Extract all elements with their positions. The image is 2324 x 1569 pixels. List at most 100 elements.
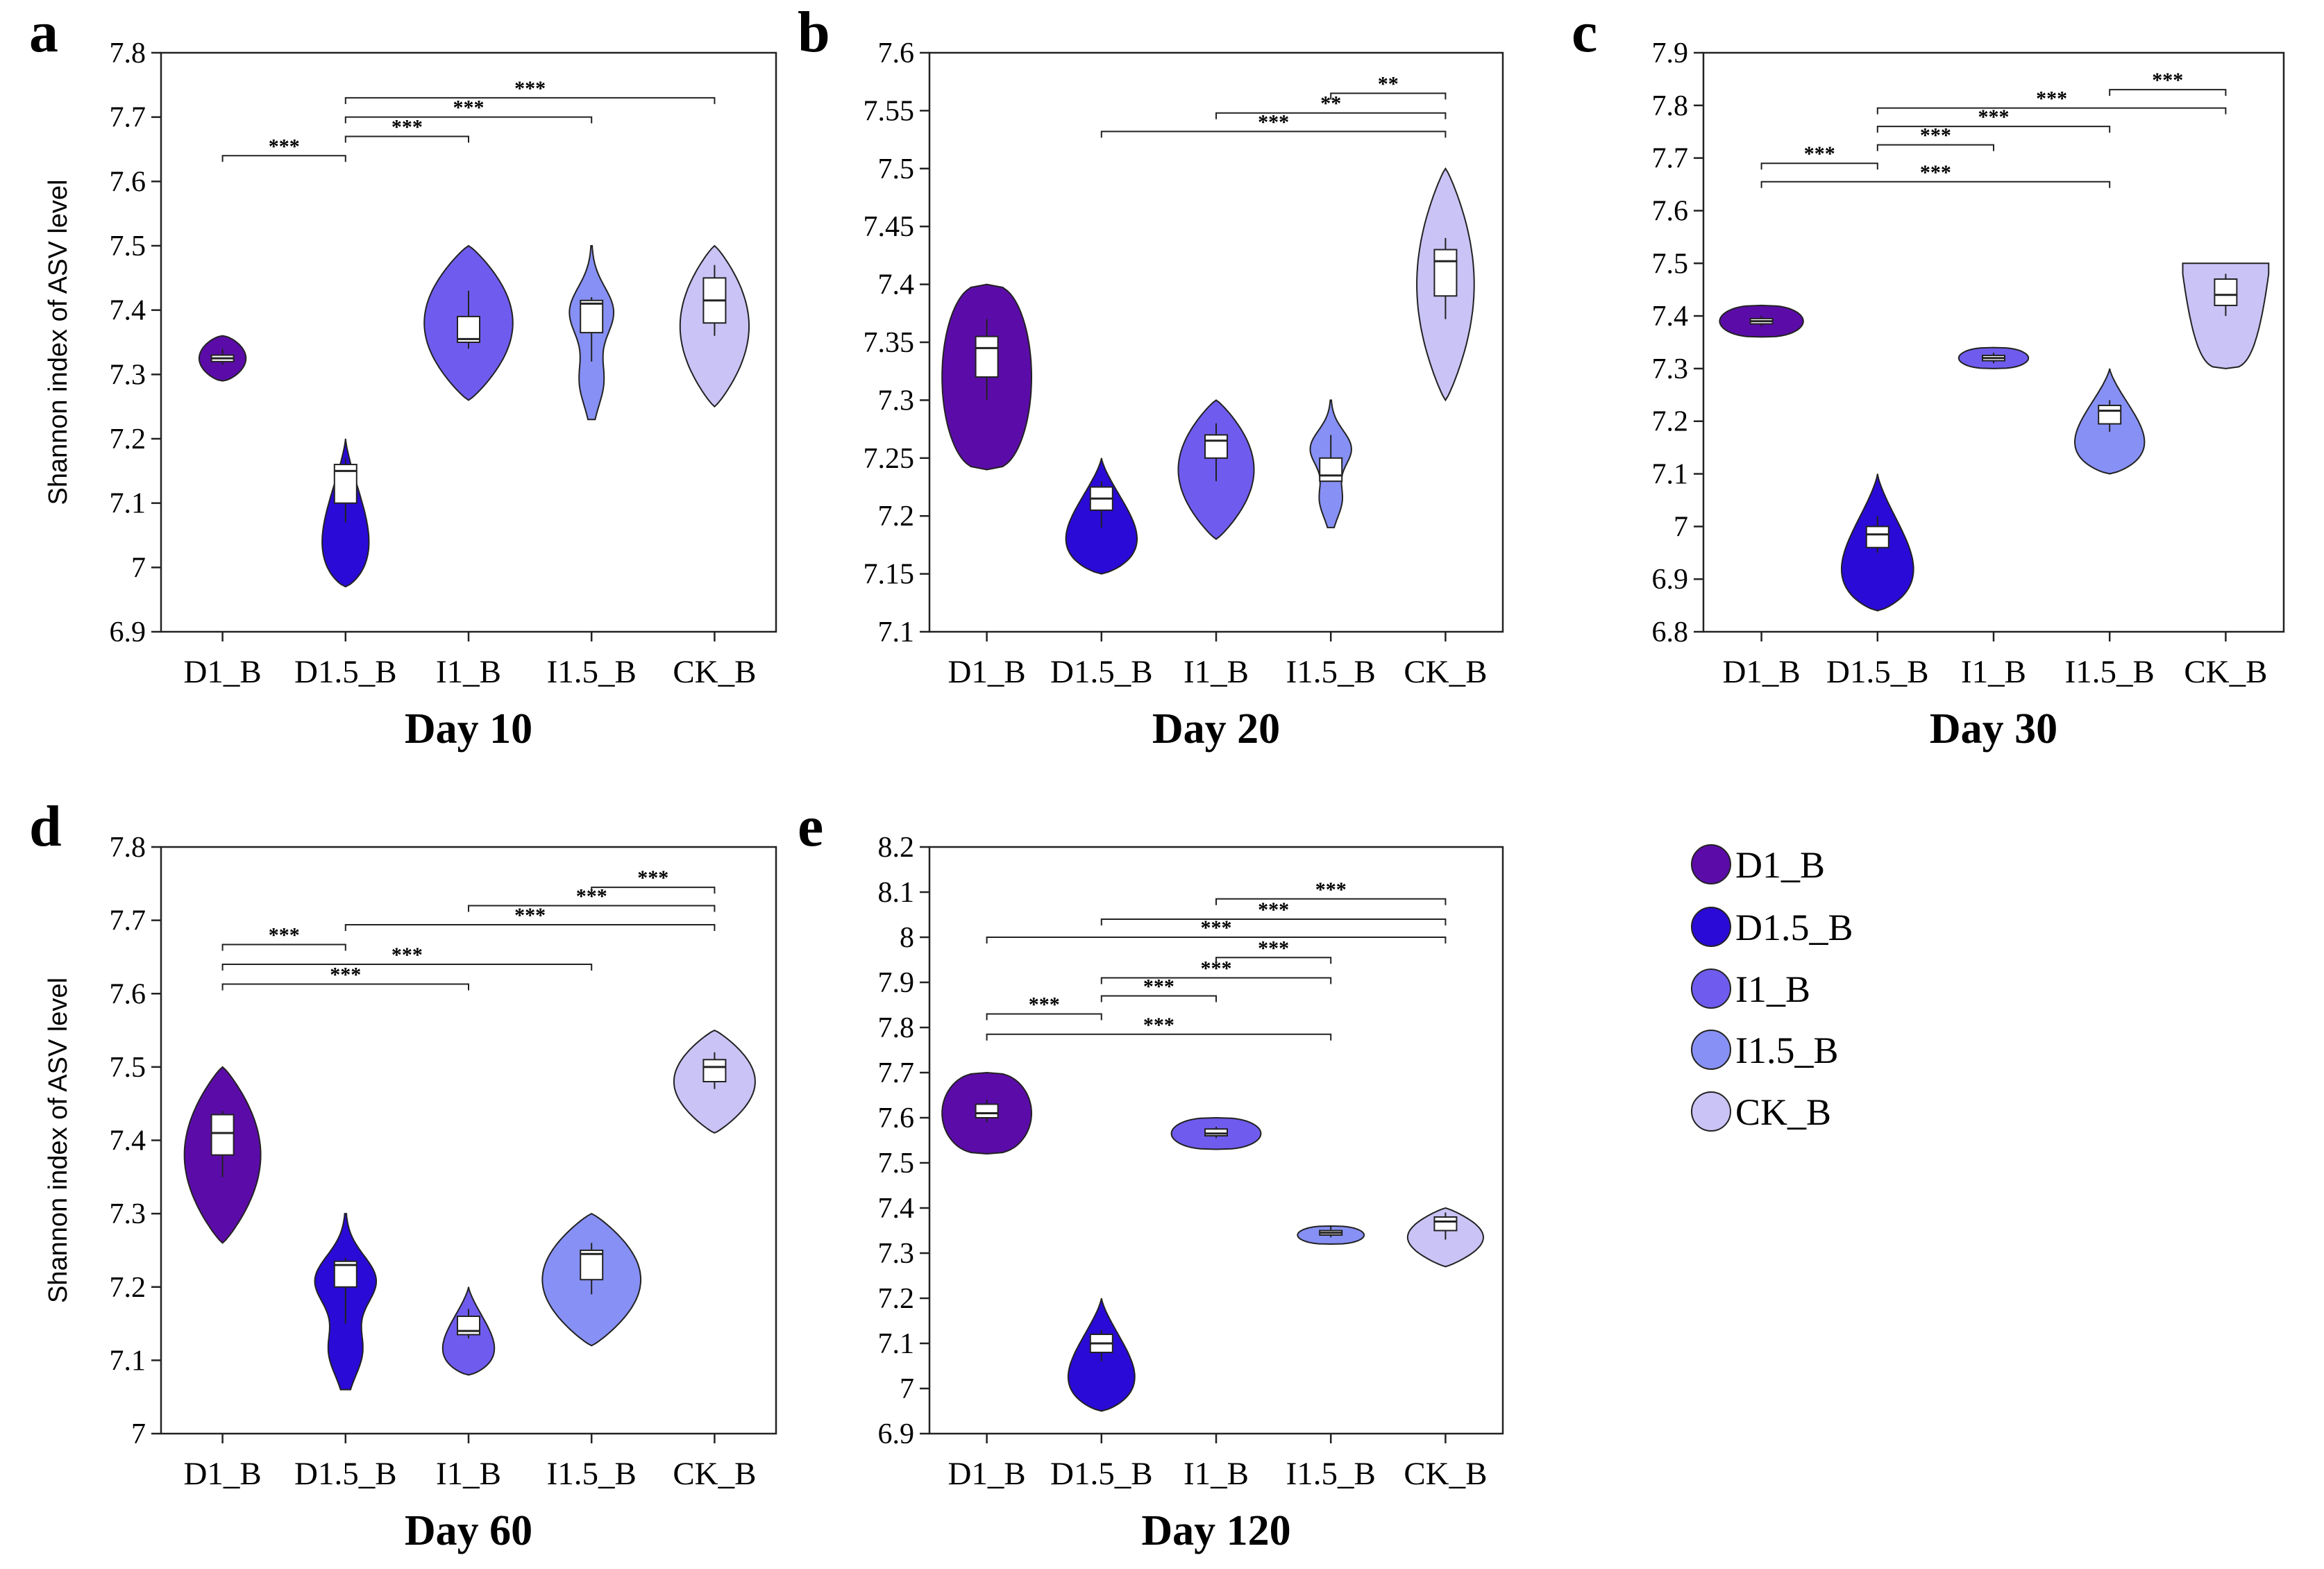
panel-d: d 7 7.1 7.2 7.3 7.4 7.5 7.6 7.7 7.8 D1_B D1.5_B I1_B… <box>29 794 777 1554</box>
legend-swatch <box>1691 1030 1731 1070</box>
y-tick-label: 7.8 <box>878 1012 915 1044</box>
y-tick-label: 7.3 <box>878 1238 915 1270</box>
significance-bracket: *** <box>1876 106 2111 133</box>
y-tick-label: 6.8 <box>1652 616 1689 648</box>
y-tick-label: 7.5 <box>1652 248 1689 280</box>
violin-D1.5_B <box>1841 473 1914 612</box>
bracket-line <box>2109 89 2227 97</box>
y-tick-label: 7.4 <box>110 1125 146 1157</box>
bracket-line <box>344 923 716 931</box>
x-tick-label: D1_B <box>1722 654 1800 690</box>
x-tick-label: I1.5_B <box>1286 1456 1376 1492</box>
panel-title: Day 120 <box>1141 1507 1290 1554</box>
significance-bracket: *** <box>344 115 469 143</box>
x-tick-label: CK_B <box>1404 1456 1487 1492</box>
box <box>1433 1216 1458 1232</box>
panel-b: b 7.1 7.15 7.2 7.25 7.3 7.35 7.4 7.45 7.5 7.55 7.6 D… <box>798 0 1504 753</box>
bracket-line <box>1100 131 1447 138</box>
bracket-line <box>344 135 469 143</box>
bracket-line <box>344 116 593 124</box>
y-tick-label: 7.9 <box>878 967 915 999</box>
y-tick-label: 7.3 <box>878 385 915 417</box>
significance-bracket: *** <box>1876 124 1994 151</box>
violin-CK_B <box>2182 262 2270 369</box>
legend-label: D1_B <box>1735 844 1825 886</box>
legend-label: I1_B <box>1735 968 1810 1010</box>
box <box>580 1249 604 1281</box>
y-tick-label: 7.1 <box>878 616 915 648</box>
violin-I1_B <box>441 1286 496 1376</box>
panel-title: Day 20 <box>1152 705 1280 753</box>
significance-label: *** <box>1258 937 1289 959</box>
legend-entry-d15: D1.5_B <box>1691 907 1853 948</box>
bracket-line <box>1100 918 1447 925</box>
y-tick-label: 8.2 <box>878 832 915 864</box>
y-tick-label: 7 <box>131 1418 146 1450</box>
panel-title: Day 60 <box>405 1507 532 1554</box>
violin-D1_B <box>198 335 247 382</box>
y-tick-label: 7 <box>900 1373 914 1405</box>
legend-swatch <box>1691 1091 1731 1132</box>
violin-D1_B <box>183 1066 262 1244</box>
y-tick-label: 7.3 <box>110 1198 146 1230</box>
y-tick-label: 7.2 <box>110 1272 146 1304</box>
violin-CK_B <box>1406 1207 1484 1268</box>
x-tick-label: D1.5_B <box>1826 654 1929 690</box>
y-tick-label: 7.2 <box>878 1283 915 1315</box>
x-tick-label: I1_B <box>1184 1456 1249 1492</box>
panel-letter: a <box>29 0 58 65</box>
significance-bracket: *** <box>591 866 716 894</box>
y-tick-label: 7.8 <box>1652 90 1689 122</box>
panel-letter: c <box>1572 0 1597 65</box>
significance-label: *** <box>1201 916 1232 939</box>
significance-bracket: *** <box>986 916 1447 943</box>
y-tick-label: 7.1 <box>878 1328 915 1360</box>
y-tick-label: 7.4 <box>110 295 146 327</box>
box <box>1319 457 1343 483</box>
box <box>975 1103 999 1118</box>
significance-label: *** <box>2152 69 2183 92</box>
x-tick-label: I1.5_B <box>547 654 637 690</box>
x-tick-label: I1_B <box>1184 654 1249 690</box>
legend-swatch <box>1691 907 1731 947</box>
significance-label: *** <box>1029 993 1060 1016</box>
significance-label: *** <box>391 115 423 138</box>
panel-e: e 6.9 7 7.1 7.2 7.3 7.4 7.5 7.6 7.7 7.8 7.9 8 8.1 8.2 D… <box>798 794 1504 1554</box>
y-tick-label: 7.2 <box>878 501 915 532</box>
bracket-line <box>221 964 593 971</box>
significance-bracket: *** <box>1215 878 1447 905</box>
legend-label: I1.5_B <box>1735 1030 1839 1071</box>
y-tick-label: 7.3 <box>1652 353 1689 385</box>
x-tick-label: D1_B <box>948 1456 1025 1492</box>
x-tick-label: CK_B <box>2184 654 2267 690</box>
y-tick-label: 7.3 <box>110 359 146 391</box>
y-tick-label: 7.6 <box>1652 195 1689 227</box>
violin-D1.5_B <box>314 1213 378 1391</box>
box <box>210 1114 235 1156</box>
significance-label: *** <box>1804 142 1835 165</box>
significance-bracket: *** <box>1100 975 1217 1002</box>
violin-I1.5_B <box>1309 399 1352 528</box>
violin-I1_B <box>423 244 514 401</box>
violin-CK_B <box>673 1029 756 1134</box>
significance-label: *** <box>1143 975 1174 998</box>
legend-label: CK_B <box>1735 1091 1831 1133</box>
significance-label: *** <box>514 77 546 100</box>
bracket-line <box>221 155 346 162</box>
box <box>580 299 604 334</box>
bracket-line <box>986 937 1447 943</box>
y-tick-label: 7.7 <box>110 102 146 134</box>
y-tick-label: 6.9 <box>110 616 146 648</box>
bracket-line <box>344 97 716 104</box>
y-tick-label: 7.6 <box>110 978 146 1010</box>
x-tick-label: I1_B <box>436 1456 501 1492</box>
bracket-line <box>221 983 469 991</box>
x-tick-label: CK_B <box>673 1456 756 1492</box>
significance-label: *** <box>453 97 485 119</box>
bracket-line <box>1876 126 2111 133</box>
y-tick-label: 7.1 <box>1652 459 1689 491</box>
bracket-line <box>1876 107 2227 115</box>
significance-label: *** <box>1978 106 2010 128</box>
y-tick-label: 7.1 <box>110 488 146 520</box>
x-tick-label: D1_B <box>183 1456 261 1492</box>
